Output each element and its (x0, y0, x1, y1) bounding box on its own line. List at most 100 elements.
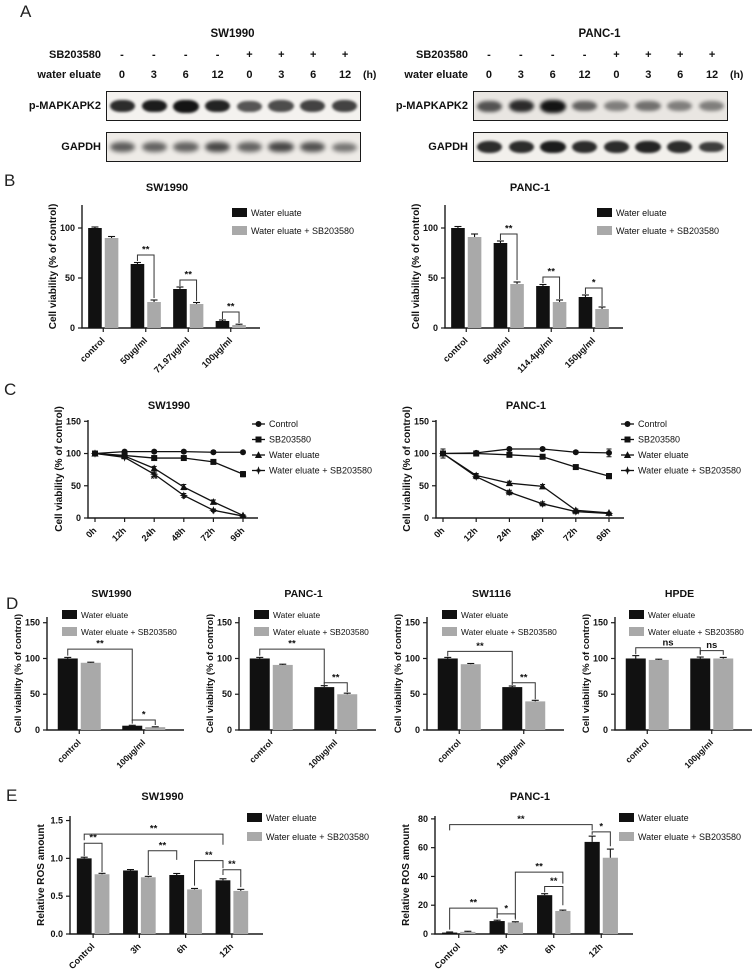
svg-text:Water eluate: Water eluate (266, 813, 317, 823)
chart-c-sw1990: 0 50 100 150 SW1990 Cell viability (% of cont… (54, 400, 372, 543)
svg-text:100µg/ml: 100µg/ml (494, 737, 527, 770)
protein-band (572, 141, 598, 153)
lane-value: - (550, 49, 555, 61)
blot-block-SW1990: SW1990 SB203580 - - - - + + + + water eluate 0 3 6 12 0… (4, 26, 386, 162)
lane-value: 12 (211, 69, 224, 81)
svg-text:96h: 96h (594, 525, 612, 543)
significance-annotations: ***** (499, 224, 603, 306)
svg-text:**: ** (506, 491, 514, 501)
svg-text:**: ** (89, 833, 97, 844)
panel-label-d: D (6, 594, 19, 613)
y-axis-label: Relative ROS amount (36, 823, 47, 925)
legend: Control SB203580 Water eluate Water eluate … (621, 419, 741, 476)
svg-text:**: ** (517, 814, 525, 825)
svg-text:150: 150 (217, 618, 232, 628)
protein-band (110, 142, 136, 152)
svg-text:*: * (599, 821, 603, 832)
chart-d-hpde: 0 50 100 150 HPDE Cell viability (% of contro… (581, 588, 752, 770)
lane-value: 6 (549, 69, 556, 81)
svg-text:100: 100 (405, 653, 420, 663)
line-Water eluate + SB203580 (90, 449, 248, 521)
svg-text:**: ** (96, 639, 104, 650)
svg-text:12h: 12h (462, 525, 480, 543)
svg-text:0: 0 (76, 513, 81, 523)
protein-band (110, 99, 136, 113)
svg-text:100: 100 (60, 223, 75, 233)
lane-value: 3 (645, 69, 652, 81)
chart-title: SW1990 (91, 588, 131, 600)
significance-annotations: ** ** ** (136, 245, 240, 323)
row-label: water eluate (37, 69, 101, 81)
chart-title: PANC-1 (284, 588, 322, 600)
protein-band (173, 142, 199, 152)
bars-Water eluate (451, 225, 593, 328)
svg-text:0: 0 (423, 929, 428, 939)
legend: Water eluate Water eluate + SB203580 (247, 813, 369, 842)
protein-band (477, 141, 503, 153)
svg-text:SB203580: SB203580 (638, 435, 680, 445)
bars-Water eluate + SB203580 (467, 233, 609, 328)
svg-text:control: control (441, 335, 470, 364)
svg-text:Water eluate + SB203580: Water eluate + SB203580 (251, 226, 354, 236)
svg-text:6h: 6h (543, 941, 558, 956)
bars-Water eluate (57, 656, 143, 730)
protein-label: p-MAPKAPK2 (28, 100, 101, 112)
svg-text:100µg/ml: 100µg/ml (682, 737, 715, 770)
protein-label: GAPDH (428, 141, 468, 153)
svg-text:71.97µg/ml: 71.97µg/ml (152, 335, 192, 375)
svg-text:ns: ns (706, 640, 717, 651)
svg-text:**: ** (185, 270, 193, 281)
protein-band (666, 141, 693, 153)
svg-text:Water eluate: Water eluate (269, 450, 320, 460)
protein-band (331, 142, 357, 152)
legend: Control SB203580 Water eluate Water eluate … (252, 419, 372, 476)
svg-text:Water eluate: Water eluate (638, 813, 689, 823)
blot-condition-row: water eluate 0 3 6 12 0 3 6 12 (h) (4, 66, 386, 84)
svg-text:0: 0 (227, 725, 232, 735)
chart-d-sw1990: 0 50 100 150 SW1990 Cell viability (% of cont… (13, 588, 184, 770)
protein-band (540, 141, 566, 153)
svg-text:SB203580: SB203580 (269, 435, 311, 445)
svg-text:3h: 3h (495, 941, 510, 956)
chart-title: PANC-1 (506, 400, 546, 412)
lane-value: 0 (246, 69, 253, 81)
svg-text:1.5: 1.5 (50, 816, 63, 826)
protein-band (205, 141, 231, 153)
x-axis-labels: control 50µg/ml 71.97µg/ml 100µg/ml (78, 328, 234, 375)
lane-value: - (582, 49, 587, 61)
svg-text:Water eluate: Water eluate (648, 610, 696, 620)
protein-label: GAPDH (61, 141, 101, 153)
svg-text:Water eluate: Water eluate (81, 610, 129, 620)
row-label: SB203580 (416, 49, 468, 61)
svg-text:**: ** (288, 639, 296, 650)
legend: Water eluate Water eluate + SB203580 (597, 208, 719, 236)
svg-text:**: ** (550, 876, 558, 887)
blot-box (106, 132, 361, 162)
svg-text:100µg/ml: 100µg/ml (114, 737, 147, 770)
svg-text:0.5: 0.5 (50, 891, 63, 901)
significance-annotations: ** ** (259, 639, 348, 693)
svg-text:100µg/ml: 100µg/ml (306, 737, 339, 770)
chart-b-sw1990: 0 50 100 SW1990 Cell viability (% of control… (48, 182, 354, 375)
svg-text:100: 100 (217, 653, 232, 663)
svg-text:150µg/ml: 150µg/ml (563, 335, 597, 369)
svg-text:**: ** (520, 672, 528, 683)
line-SB203580 (440, 450, 612, 480)
lane-value: + (309, 49, 317, 61)
lane-value: 12 (338, 69, 352, 81)
svg-text:Water eluate + SB203580: Water eluate + SB203580 (266, 832, 369, 842)
blot-condition-row: SB203580 - - - - + + + + (4, 46, 386, 64)
svg-text:0: 0 (424, 513, 429, 523)
chart-title: PANC-1 (510, 791, 550, 803)
svg-text:72h: 72h (199, 525, 217, 543)
bars-Water eluate + SB203580 (80, 661, 166, 730)
significance-annotations: ********** (449, 814, 611, 930)
x-axis-labels: control 100µg/ml (247, 730, 339, 770)
svg-text:*: * (212, 509, 216, 519)
svg-text:50: 50 (410, 689, 420, 699)
svg-text:150: 150 (25, 618, 40, 628)
line-Water eluate (439, 449, 613, 516)
protein-band (603, 141, 629, 153)
protein-band (299, 100, 326, 112)
axes: 0 50 100 150 SW1990 Cell viability (% of cont… (54, 400, 258, 532)
